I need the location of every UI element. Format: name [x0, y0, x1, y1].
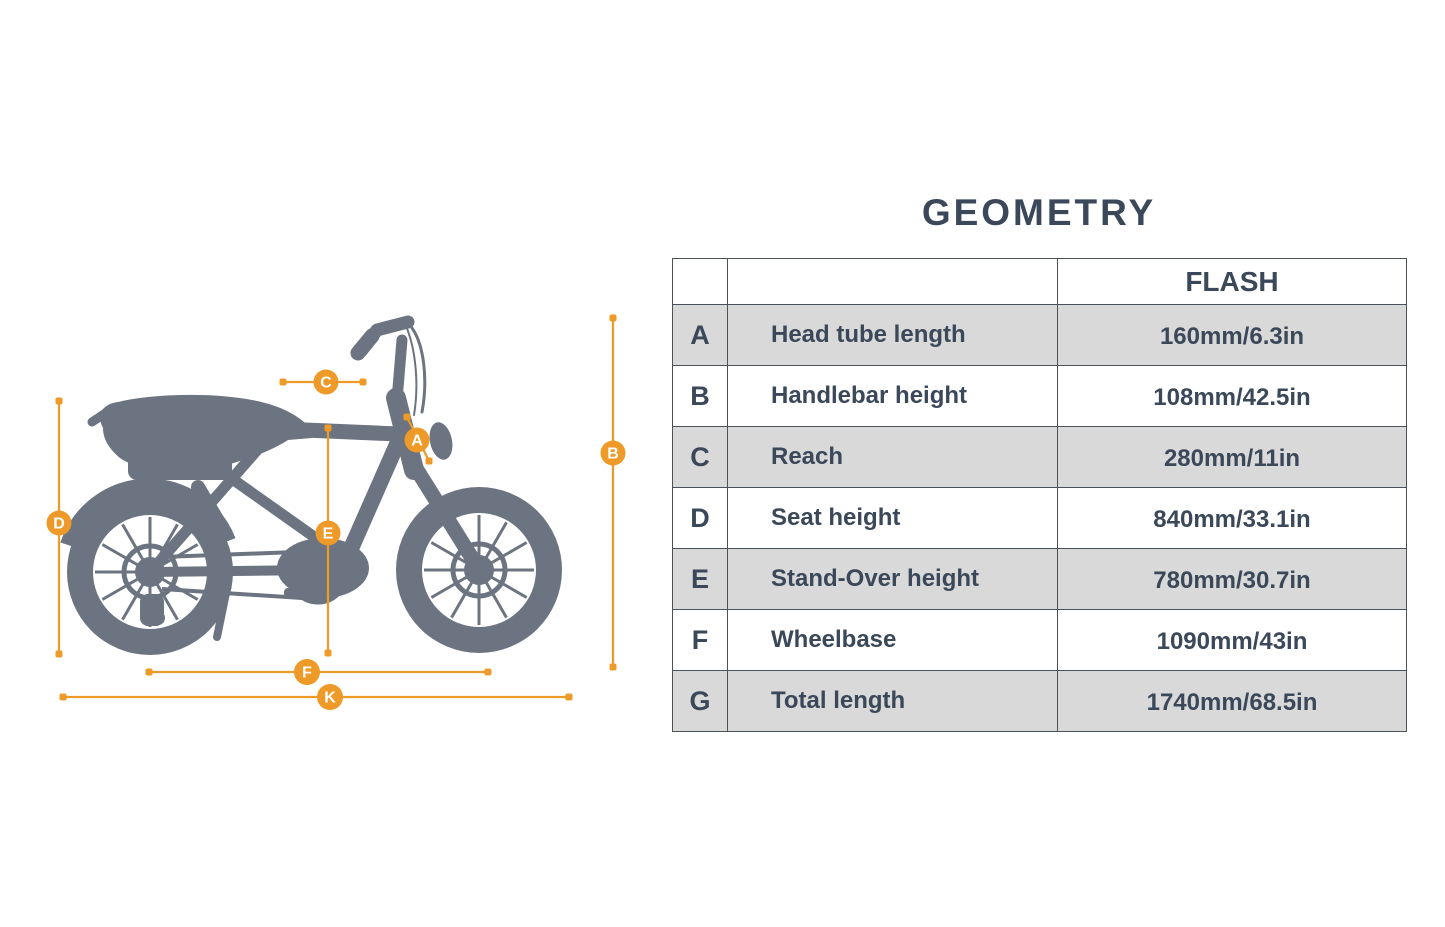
row-name: Handlebar height — [727, 365, 1058, 427]
front-fender — [409, 496, 546, 547]
frame — [87, 315, 485, 641]
svg-text:C: C — [320, 375, 332, 392]
svg-text:D: D — [53, 516, 65, 533]
svg-text:F: F — [302, 665, 312, 682]
row-name: Head tube length — [727, 304, 1058, 366]
row-value: 160mm/6.3in — [1057, 304, 1407, 366]
row-name: Wheelbase — [727, 609, 1058, 671]
row-key: D — [672, 487, 728, 549]
dim-marker-f: F — [294, 659, 320, 685]
column-header-flash: FLASH — [1057, 258, 1407, 305]
dim-marker-a: A — [404, 427, 430, 453]
table-row: D Seat height 840mm/33.1in — [672, 487, 1407, 549]
dim-marker-k: K — [317, 684, 343, 710]
dim-marker-c: C — [313, 369, 339, 395]
table-row: G Total length 1740mm/68.5in — [672, 670, 1407, 732]
row-value: 1090mm/43in — [1057, 609, 1407, 671]
row-name: Seat height — [727, 487, 1058, 549]
svg-text:B: B — [607, 446, 619, 463]
headlight — [429, 422, 453, 460]
svg-text:E: E — [323, 526, 334, 543]
bike-silhouette — [60, 315, 562, 655]
row-key: B — [672, 365, 728, 427]
dim-marker-d: D — [46, 510, 72, 536]
row-key: G — [672, 670, 728, 732]
row-key: C — [672, 426, 728, 488]
header-name-cell — [727, 258, 1058, 305]
table-row: E Stand-Over height 780mm/30.7in — [672, 548, 1407, 610]
dimension-labels: A B C D E F K — [46, 369, 626, 710]
table-row: A Head tube length 160mm/6.3in — [672, 304, 1407, 366]
row-key: F — [672, 609, 728, 671]
row-value: 108mm/42.5in — [1057, 365, 1407, 427]
header-key-cell — [672, 258, 728, 305]
dim-marker-e: E — [315, 520, 341, 546]
page-title: GEOMETRY — [921, 192, 1157, 233]
row-value: 1740mm/68.5in — [1057, 670, 1407, 732]
table-row: C Reach 280mm/11in — [672, 426, 1407, 488]
svg-text:A: A — [411, 433, 423, 450]
row-value: 780mm/30.7in — [1057, 548, 1407, 610]
row-name: Total length — [727, 670, 1058, 732]
table-row: B Handlebar height 108mm/42.5in — [672, 365, 1407, 427]
table-header-row: FLASH — [672, 258, 1407, 305]
row-key: A — [672, 304, 728, 366]
battery-box — [128, 434, 232, 480]
geometry-table: FLASH A Head tube length 160mm/6.3in B H… — [672, 258, 1407, 732]
row-name: Stand-Over height — [727, 548, 1058, 610]
row-name: Reach — [727, 426, 1058, 488]
row-key: E — [672, 548, 728, 610]
dim-marker-b: B — [600, 440, 626, 466]
row-value: 840mm/33.1in — [1057, 487, 1407, 549]
table-row: F Wheelbase 1090mm/43in — [672, 609, 1407, 671]
row-value: 280mm/11in — [1057, 426, 1407, 488]
svg-text:K: K — [324, 690, 336, 707]
